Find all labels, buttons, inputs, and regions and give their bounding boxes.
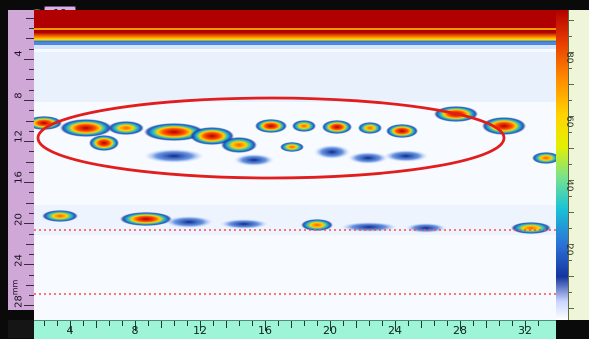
b-scan-rendering — [26, 10, 560, 320]
scan-axis-label: 20 — [323, 324, 337, 337]
depth-label: 4 — [13, 50, 25, 57]
depth-label: 20 — [13, 213, 25, 226]
depth-unit-label: mm — [10, 279, 20, 296]
color-scale-label: 40 — [564, 180, 574, 192]
depth-ruler: 4 8 12 16 20 24 28 mm — [8, 10, 35, 310]
color-scale-label: 20 — [564, 244, 574, 256]
scan-axis-label: 4 — [66, 324, 74, 337]
scan-axis-label: 32 — [518, 324, 532, 337]
b-scan-image[interactable] — [26, 10, 560, 320]
ruler-corner — [8, 320, 34, 338]
scan-axis-label: 12 — [193, 324, 207, 337]
depth-label: 8 — [13, 92, 25, 99]
color-scale-bar — [556, 10, 569, 320]
scan-axis-label: 8 — [131, 324, 139, 337]
scan-axis-label: 28 — [453, 324, 467, 337]
color-scale: 80 60 40 20 — [556, 10, 589, 320]
annotation-ellipse[interactable] — [36, 96, 506, 180]
scan-axis-ruler: 4 8 12 16 20 24 28 32 — [34, 320, 556, 339]
depth-label: 24 — [13, 254, 25, 267]
scan-axis-label: 24 — [388, 324, 402, 337]
color-scale-label: 80 — [564, 52, 574, 64]
scan-axis-label: 16 — [258, 324, 272, 337]
color-scale-label: 60 — [564, 116, 574, 128]
depth-label: 16 — [13, 171, 25, 184]
depth-label: 12 — [13, 130, 25, 143]
